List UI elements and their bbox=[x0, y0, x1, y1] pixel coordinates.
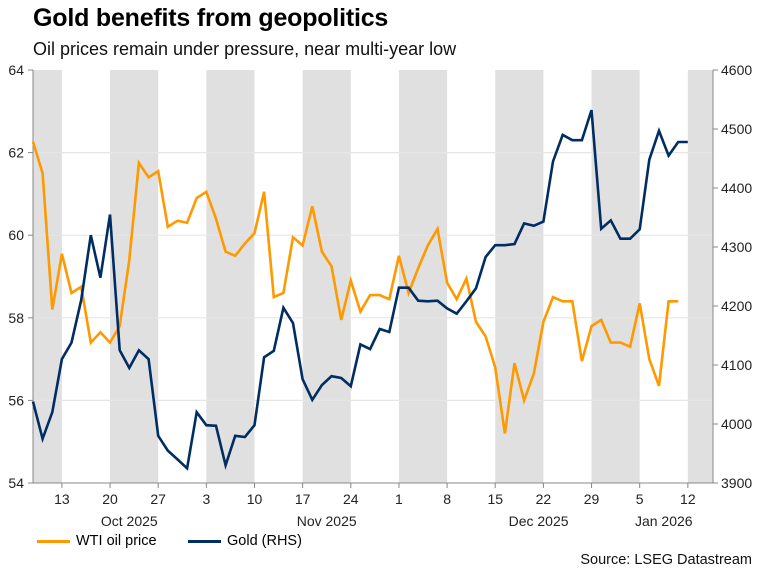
left-tick-label: 62 bbox=[8, 145, 24, 161]
x-tick-label: 10 bbox=[247, 491, 263, 507]
shaded-week-band bbox=[687, 70, 713, 483]
left-tick-label: 64 bbox=[8, 62, 24, 78]
x-tick-label: 3 bbox=[202, 491, 210, 507]
series-line-wti-oil bbox=[31, 141, 679, 434]
legend-item-gold: Gold (RHS) bbox=[188, 533, 302, 549]
x-tick-label: 24 bbox=[343, 491, 359, 507]
right-tick-label: 4200 bbox=[721, 298, 752, 314]
right-axis-ticks: 3900 4000 4100 4200 4300 4400 4500 4600 bbox=[713, 62, 752, 491]
chart-title: Gold benefits from geopolitics bbox=[33, 4, 389, 32]
legend-label-gold: Gold (RHS) bbox=[227, 533, 302, 549]
gridlines bbox=[33, 152, 713, 401]
legend-swatch-gold bbox=[188, 539, 221, 543]
axes bbox=[28, 70, 718, 484]
left-tick-label: 58 bbox=[8, 310, 24, 326]
month-label: Nov 2025 bbox=[297, 513, 357, 529]
x-tick-label: 1 bbox=[395, 491, 403, 507]
legend-label-oil: WTI oil price bbox=[76, 533, 157, 549]
legend-swatch-oil bbox=[37, 539, 70, 543]
x-tick-label: 12 bbox=[680, 491, 696, 507]
x-tick-label: 20 bbox=[102, 491, 118, 507]
x-tick-label: 29 bbox=[584, 491, 600, 507]
shaded-week-band bbox=[591, 70, 640, 483]
right-tick-label: 3900 bbox=[721, 475, 752, 491]
month-label: Dec 2025 bbox=[509, 513, 569, 529]
shaded-week-band bbox=[110, 70, 159, 483]
right-tick-label: 4600 bbox=[721, 62, 752, 78]
x-tick-label: 17 bbox=[295, 491, 311, 507]
shaded-week-band bbox=[206, 70, 255, 483]
x-tick-label: 27 bbox=[150, 491, 166, 507]
right-tick-label: 4000 bbox=[721, 416, 752, 432]
left-tick-label: 54 bbox=[8, 475, 24, 491]
x-tick-label: 22 bbox=[536, 491, 552, 507]
right-tick-label: 4100 bbox=[721, 357, 752, 373]
series-lines bbox=[31, 109, 688, 471]
legend-item-oil: WTI oil price bbox=[37, 533, 157, 549]
shaded-week-band bbox=[302, 70, 351, 483]
shaded-week-bands bbox=[33, 70, 713, 483]
x-tick-label: 15 bbox=[487, 491, 503, 507]
source-note: Source: LSEG Datastream bbox=[580, 552, 752, 568]
series-line-gold bbox=[31, 109, 688, 471]
x-axis-ticks: 13 20 27 3 10 17 24 1 8 15 22 29 5 12 Oct 2025 Nov 2025… bbox=[54, 483, 696, 529]
x-tick-label: 13 bbox=[54, 491, 70, 507]
right-tick-label: 4300 bbox=[721, 239, 752, 255]
shaded-week-band bbox=[398, 70, 448, 483]
chart-subtitle: Oil prices remain under pressure, near m… bbox=[33, 39, 457, 59]
left-tick-label: 60 bbox=[8, 227, 24, 243]
month-label: Jan 2026 bbox=[635, 513, 693, 529]
right-tick-label: 4500 bbox=[721, 121, 752, 137]
left-axis-ticks: 54 56 58 60 62 64 bbox=[8, 62, 33, 491]
x-tick-label: 5 bbox=[636, 491, 644, 507]
left-tick-label: 56 bbox=[8, 392, 24, 408]
right-tick-label: 4400 bbox=[721, 180, 752, 196]
month-label: Oct 2025 bbox=[101, 513, 158, 529]
x-tick-label: 8 bbox=[443, 491, 451, 507]
